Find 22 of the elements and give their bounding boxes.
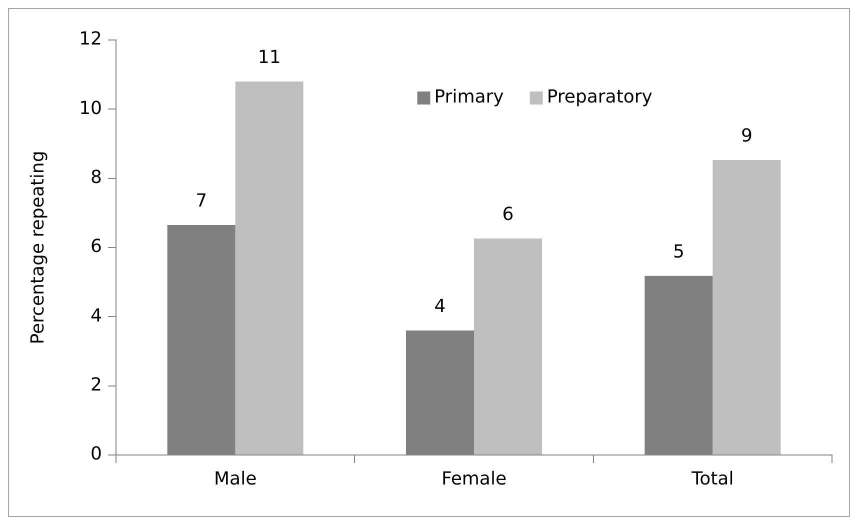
data-label: 7 <box>196 190 208 212</box>
y-tick-label: 12 <box>79 28 102 50</box>
y-tick-label: 0 <box>90 444 102 465</box>
y-tick-label: 2 <box>90 374 102 396</box>
y-tick-label: 10 <box>79 98 102 119</box>
data-label: 4 <box>434 296 446 318</box>
legend-label: Primary <box>434 86 504 108</box>
legend-label: Preparatory <box>546 86 653 108</box>
y-tick-label: 8 <box>90 167 102 188</box>
x-tick-label: Female <box>441 468 507 490</box>
data-label: 5 <box>672 242 684 263</box>
x-tick-label: Male <box>214 468 257 490</box>
data-label: 11 <box>258 47 281 68</box>
data-label: 6 <box>502 204 514 226</box>
y-axis-title: Percentage repeating <box>27 150 48 344</box>
bar <box>474 238 542 454</box>
x-tick-label: Total <box>690 468 734 490</box>
y-tick-label: 4 <box>90 305 102 326</box>
bar <box>712 160 781 454</box>
y-tick-label: 6 <box>90 236 102 258</box>
data-label: 9 <box>740 126 752 147</box>
bar <box>235 82 304 454</box>
